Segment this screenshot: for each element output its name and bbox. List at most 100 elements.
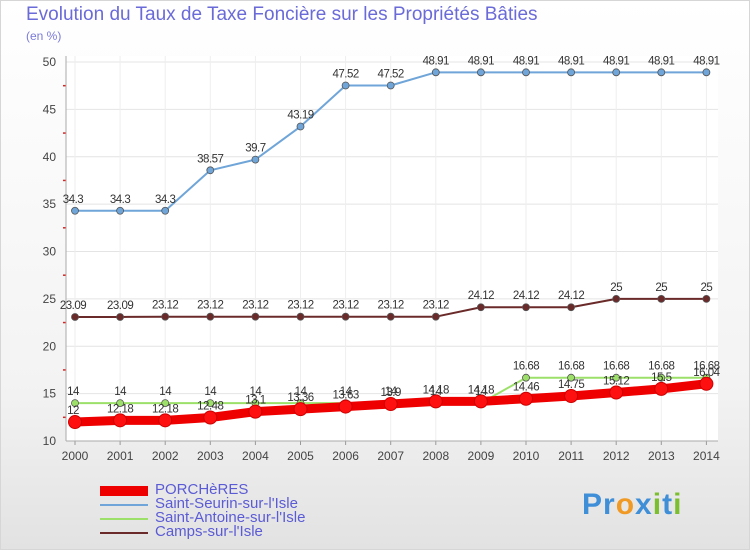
legend-swatch xyxy=(100,486,148,496)
data-point xyxy=(251,155,260,164)
data-label: 47.52 xyxy=(332,68,358,80)
data-point xyxy=(473,394,488,409)
data-point xyxy=(338,399,353,414)
data-point xyxy=(476,68,485,77)
x-tick-label: 2004 xyxy=(242,449,269,463)
data-label: 23.12 xyxy=(152,300,178,312)
data-label: 15.12 xyxy=(603,375,629,387)
data-point xyxy=(206,399,215,408)
data-label: 34.3 xyxy=(155,194,175,206)
data-label: 39.7 xyxy=(245,143,265,155)
data-point xyxy=(296,312,305,321)
x-tick-label: 2008 xyxy=(422,449,449,463)
data-point xyxy=(158,413,173,428)
x-tick-label: 2010 xyxy=(513,449,540,463)
y-tick-label: 40 xyxy=(43,150,57,164)
data-label: 14 xyxy=(475,386,488,398)
logo-letter: P xyxy=(582,488,604,521)
logo-letter: i xyxy=(652,488,663,521)
data-point xyxy=(657,373,666,382)
y-tick-label: 30 xyxy=(43,245,57,259)
data-label: 23.12 xyxy=(242,300,268,312)
data-point xyxy=(251,312,260,321)
logo-letter: x xyxy=(635,488,653,521)
data-point xyxy=(116,313,124,321)
data-point xyxy=(522,373,530,382)
data-label: 14 xyxy=(114,386,127,398)
data-label: 13.9 xyxy=(381,387,401,399)
data-point xyxy=(68,415,82,430)
logo-letter: t xyxy=(662,488,674,521)
legend-label: Saint-Antoine-sur-l'Isle xyxy=(155,509,306,526)
data-point xyxy=(296,122,305,131)
data-label: 14.46 xyxy=(513,382,539,394)
data-point xyxy=(567,68,575,77)
data-label: 16.68 xyxy=(558,361,584,373)
data-point xyxy=(567,373,575,382)
data-point xyxy=(113,413,128,428)
data-point xyxy=(161,312,170,321)
y-axis-unit-label: (en %) xyxy=(26,29,62,43)
data-label: 16.68 xyxy=(603,361,629,373)
data-point xyxy=(293,402,308,417)
data-point xyxy=(203,410,218,425)
data-label: 25 xyxy=(610,282,622,294)
data-point xyxy=(699,376,714,391)
x-tick-label: 2007 xyxy=(377,449,404,463)
data-point xyxy=(116,206,124,215)
x-tick-label: 2014 xyxy=(693,449,720,463)
y-tick-label: 15 xyxy=(43,387,57,401)
data-point xyxy=(612,294,621,303)
data-point xyxy=(657,68,666,77)
data-label: 12.18 xyxy=(107,403,133,415)
data-label: 14 xyxy=(67,386,80,398)
data-label: 14 xyxy=(204,386,217,398)
legend-label: Saint-Seurin-sur-l'Isle xyxy=(155,495,298,512)
x-tick-label: 2006 xyxy=(332,449,359,463)
data-label: 48.91 xyxy=(558,55,584,67)
data-point xyxy=(206,166,215,175)
legend-swatch xyxy=(100,518,148,520)
data-label: 14 xyxy=(430,386,443,398)
data-point xyxy=(612,68,621,77)
data-label: 16.04 xyxy=(693,367,720,379)
data-label: 38.57 xyxy=(197,153,223,165)
y-tick-label: 50 xyxy=(43,55,57,69)
proxiti-logo: Proxiti xyxy=(582,488,682,522)
y-tick-label: 45 xyxy=(43,102,57,116)
data-label: 23.09 xyxy=(60,300,86,312)
data-point xyxy=(71,313,79,321)
data-label: 12 xyxy=(67,405,79,417)
x-tick-label: 2012 xyxy=(603,449,630,463)
data-point xyxy=(657,294,666,303)
data-label: 14.18 xyxy=(423,384,449,396)
data-label: 48.91 xyxy=(693,55,719,67)
data-point xyxy=(564,388,579,403)
data-label: 24.12 xyxy=(558,290,584,302)
data-label: 24.12 xyxy=(513,290,539,302)
data-label: 24.12 xyxy=(468,290,494,302)
data-label: 16.68 xyxy=(513,361,539,373)
data-label: 14 xyxy=(295,386,308,398)
data-label: 25 xyxy=(701,282,713,294)
data-point xyxy=(386,81,395,90)
data-point xyxy=(431,312,440,321)
data-label: 34.3 xyxy=(63,194,83,206)
data-label: 14 xyxy=(250,386,263,398)
data-label: 14.75 xyxy=(558,379,584,391)
y-tick-label: 25 xyxy=(43,292,57,306)
data-label: 13.36 xyxy=(287,392,313,404)
data-label: 48.91 xyxy=(648,55,674,67)
legend-label: Camps-sur-l'Isle xyxy=(155,523,263,540)
data-label: 14 xyxy=(159,386,172,398)
x-tick-label: 2009 xyxy=(468,449,495,463)
x-tick-label: 2011 xyxy=(558,449,584,463)
data-point xyxy=(519,391,533,406)
legend-swatch xyxy=(100,504,148,506)
data-point xyxy=(248,404,263,419)
data-point xyxy=(609,385,624,400)
data-point xyxy=(522,68,530,77)
data-label: 14 xyxy=(385,386,398,398)
x-tick-label: 2005 xyxy=(287,449,314,463)
